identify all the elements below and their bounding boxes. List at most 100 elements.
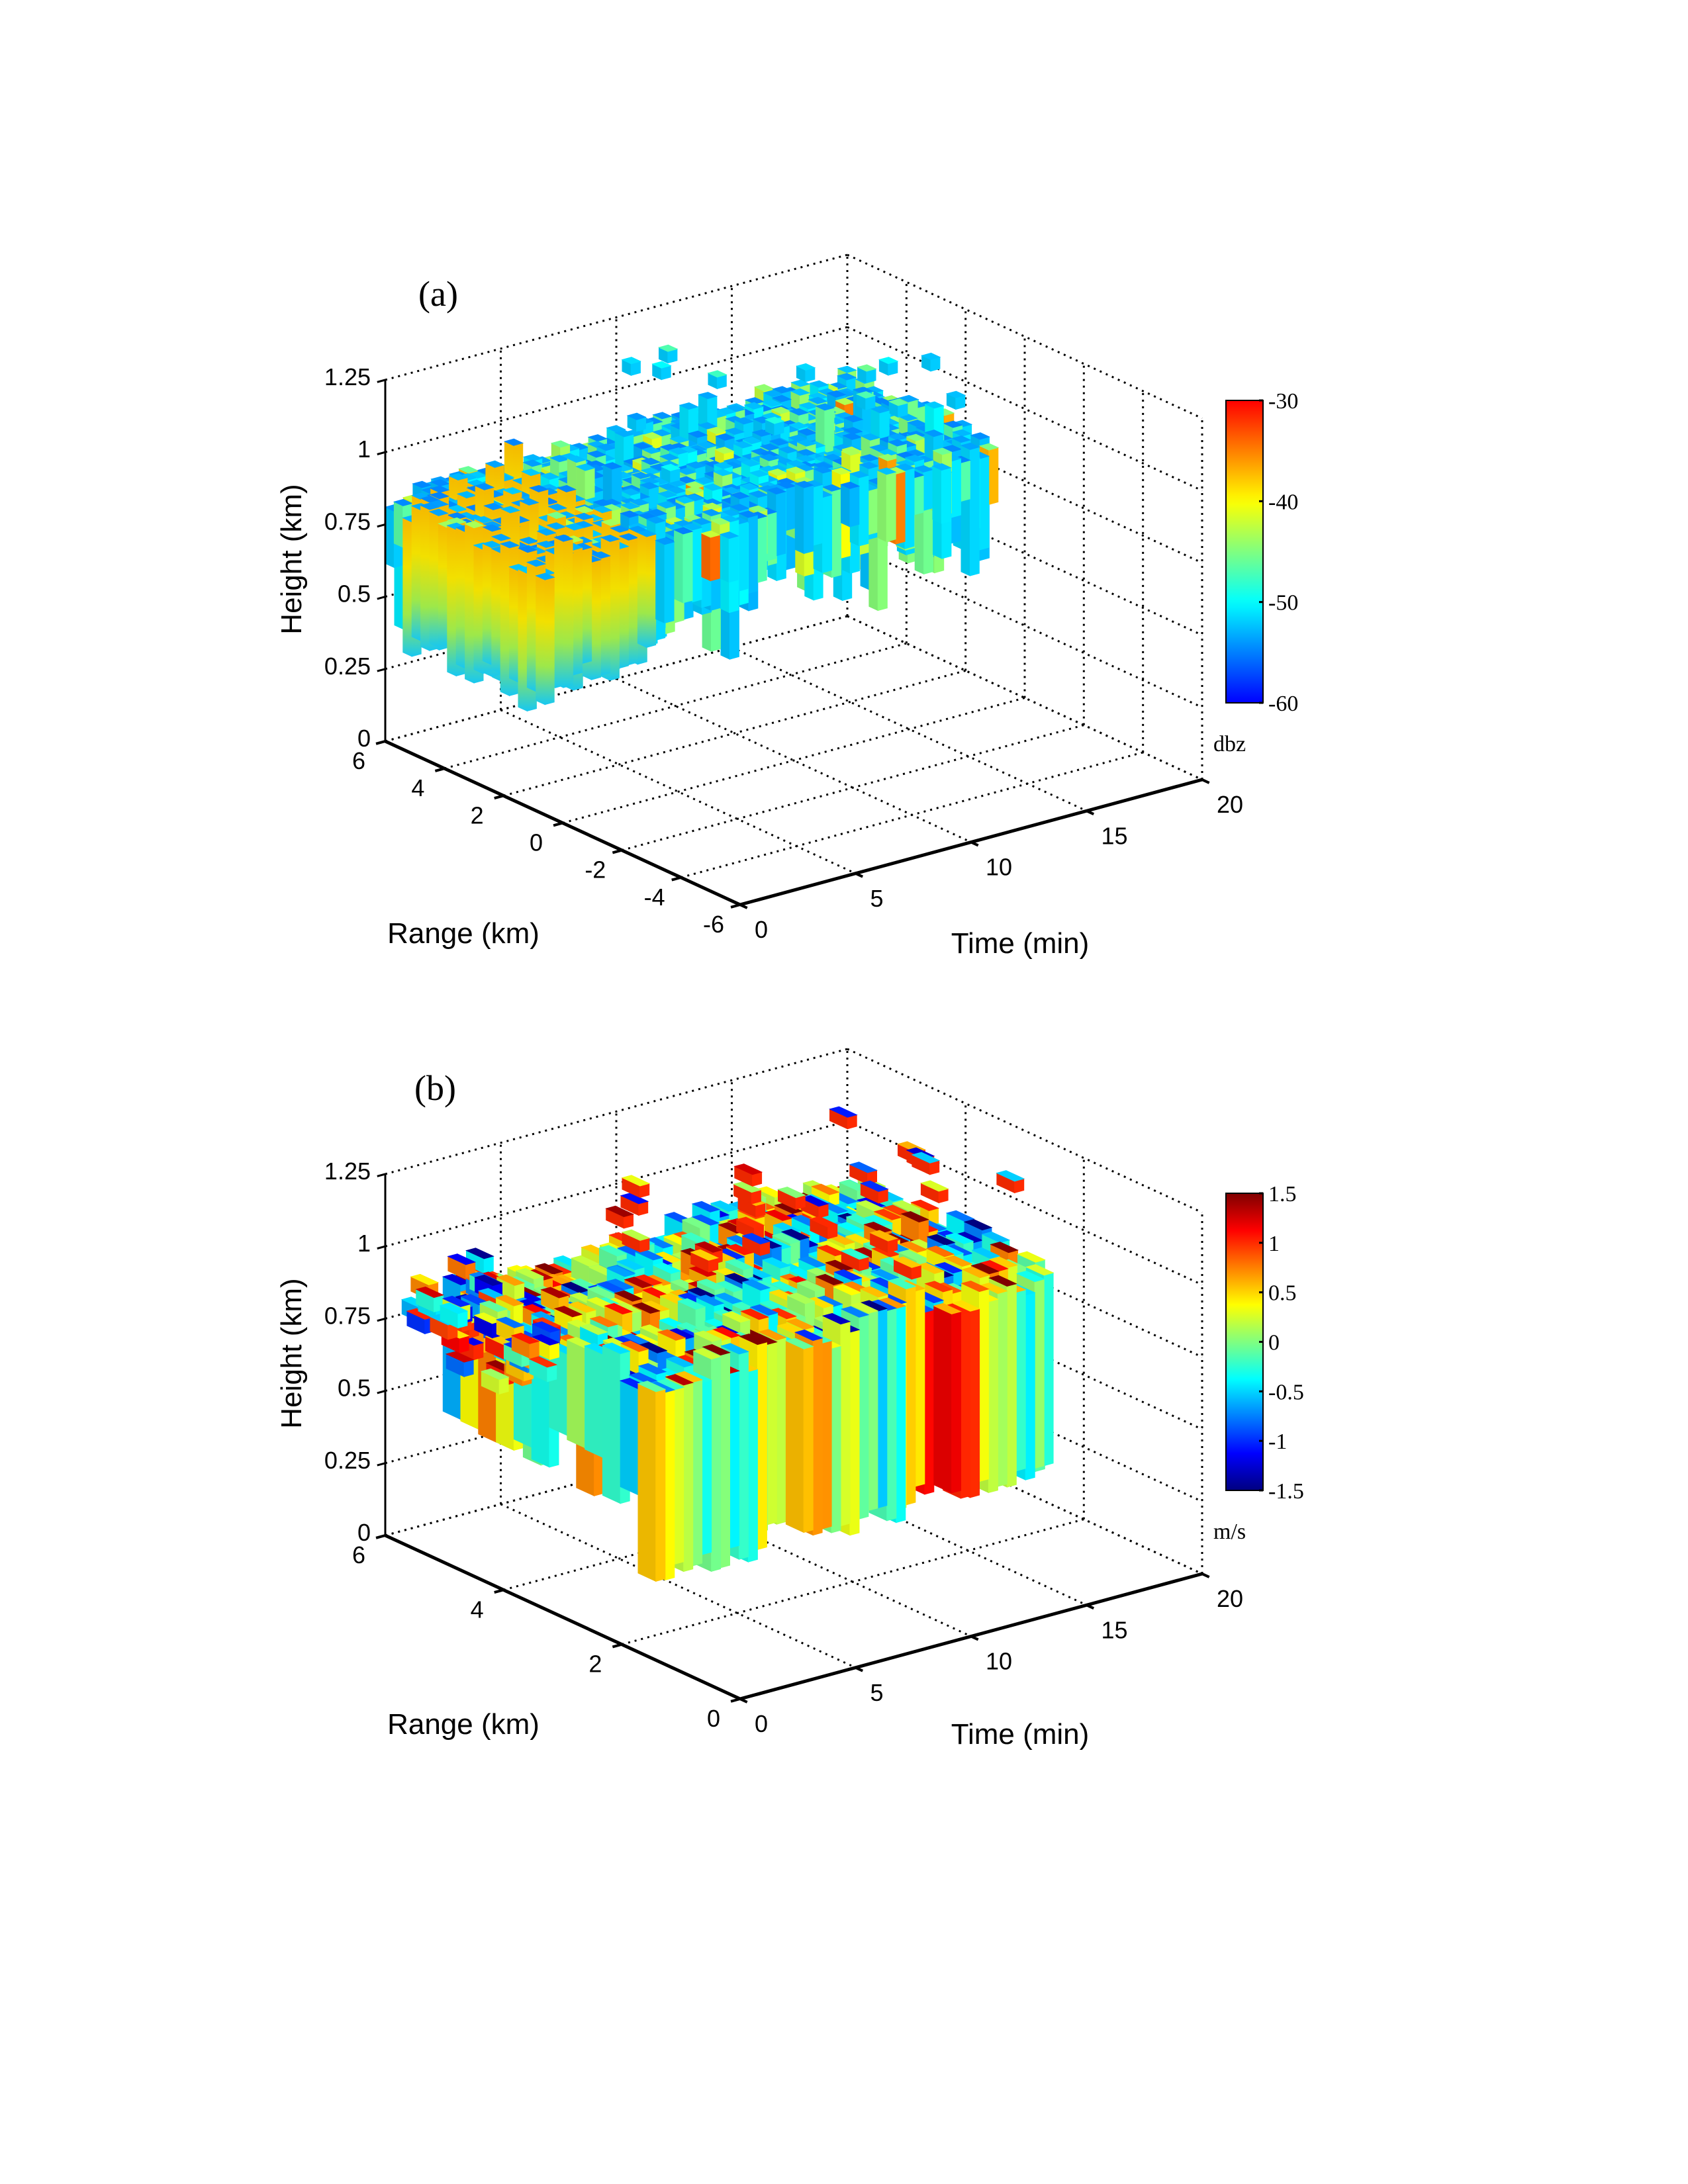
voxel-side-range [498,1377,509,1394]
panel-label: (a) [418,274,458,314]
voxel-side-time [465,523,475,684]
y-tick-label: -6 [703,911,724,938]
grid-line [847,543,1203,709]
voxel-side-range [904,467,915,549]
voxel-top [659,453,680,461]
voxel-top [826,390,847,398]
voxel-top [924,401,945,409]
voxel-side-time [549,1345,568,1436]
voxel-side-time [585,1345,603,1458]
voxel-top [706,426,727,435]
voxel-top [696,441,717,449]
voxel-side-range [822,494,832,573]
z-tick-label: 0.75 [324,508,371,535]
voxel-side-range [457,1310,468,1329]
voxel-top [960,442,980,450]
voxel-top [796,363,816,371]
voxel-side-time [877,470,887,543]
voxel-side-time [554,537,564,688]
colorbar [1225,400,1264,704]
voxel-side-time [526,561,537,692]
z-tick-label: 1 [357,1230,371,1257]
voxel-side-range [951,458,961,518]
z-tick [377,668,386,672]
voxel-top [707,370,727,378]
x-tick [739,1698,748,1704]
voxel-top [679,402,699,410]
voxel-side-range [895,471,906,545]
voxel-top [931,463,952,471]
voxel-side-time [932,465,942,524]
voxel-top [715,433,735,441]
voxel-side-range [664,541,675,624]
voxel-side-time [602,1345,621,1504]
x-tick [739,903,748,909]
grid-line [503,669,966,797]
voxel-top [698,392,718,400]
voxel-side-range [970,1308,980,1498]
voxel-top [697,422,718,430]
voxel-top [796,439,817,447]
voxel-top [724,428,745,435]
x-tick-label: 5 [870,1679,884,1706]
x-tick-label: 10 [986,854,1012,881]
voxel-side-time [674,529,684,604]
y-tick [553,821,563,827]
voxel-side-range [459,1335,469,1353]
voxel-side-range [582,547,592,664]
voxel-top [878,449,898,457]
voxel-top [970,432,990,440]
voxel-top [843,415,864,423]
colorbar-tick-label: 0.5 [1268,1281,1297,1306]
voxel-side-range [1043,1272,1054,1467]
voxel-side-time [794,483,805,555]
voxel-side-time [438,523,448,647]
voxel-side-time [518,569,528,712]
voxel-side-range [1025,1292,1035,1480]
z-tick-label: 0.75 [324,1302,371,1329]
voxel-side-time [841,484,851,527]
voxel-side-range [988,1298,998,1494]
voxel-side-time [701,533,711,582]
voxel-side-range [549,1342,559,1361]
x-tick [970,841,979,847]
voxel-side-range [529,1340,539,1359]
voxel-side-time [447,525,457,677]
voxel-side-range [728,535,739,583]
colorbar-label: dbz [1213,732,1246,756]
voxel-top [668,447,689,455]
voxel-top [898,394,919,402]
voxel-top [763,390,783,398]
colorbar-label: m/s [1213,1520,1246,1544]
voxel-side-time [385,506,395,569]
voxel-side-range [674,1387,684,1565]
voxel-side-range [757,1342,767,1551]
voxel-side-range [868,1310,878,1512]
voxel-side-range [824,407,835,457]
voxel-side-range [979,455,990,551]
voxel-side-range [812,1338,823,1536]
voxel-side-range [747,514,758,594]
voxel-side-range [729,1370,739,1549]
z-tick-label: 0.5 [338,1375,371,1402]
x-axis-title: Time (min) [951,927,1090,960]
voxel-top [669,435,690,443]
voxel-top [771,394,792,402]
grid-line [847,253,1203,420]
voxel-top [786,459,806,467]
voxel-side-range [1034,1279,1045,1469]
voxel-top [587,434,608,442]
voxel-top [859,461,879,469]
voxel-side-range [655,1388,666,1582]
voxel-top [978,443,1000,451]
grid-line [385,253,848,381]
voxel-side-range [720,1352,730,1569]
y-tick-label: 0 [530,829,543,856]
z-tick [377,523,386,528]
voxel-side-range [886,471,896,543]
x-tick [1086,1604,1095,1610]
voxel-side-range [951,1311,961,1494]
voxel-top [808,396,828,404]
grid-line [621,724,1084,852]
x-tick-label: 5 [870,885,884,912]
